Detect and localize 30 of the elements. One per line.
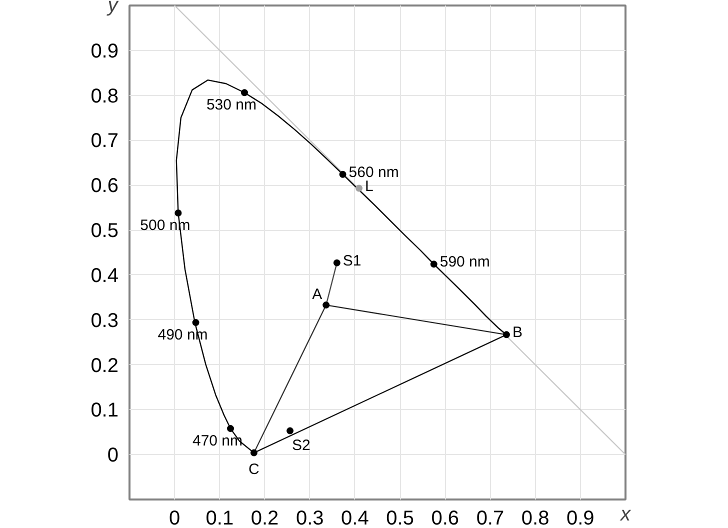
y-tick-label: 0.7 <box>90 130 119 152</box>
y-tick-label: 0.1 <box>90 400 119 422</box>
y-tick-label: 0.6 <box>90 175 119 198</box>
x-tick-label: 0.6 <box>431 508 460 528</box>
y-tick-label: 0.8 <box>90 85 119 108</box>
annotation: B <box>512 324 522 342</box>
annotation: S2 <box>292 436 310 454</box>
y-tick-label: 0.2 <box>90 354 119 377</box>
y-tick-label: 0.3 <box>90 310 119 332</box>
annotation: 590 nm <box>440 254 490 271</box>
x-tick-label: 0.2 <box>250 508 279 528</box>
x-axis-title: x <box>620 504 632 526</box>
y-tick-label: 0.4 <box>90 264 119 287</box>
annotation: 470 nm <box>192 432 243 450</box>
x-tick-label: 0 <box>169 508 180 528</box>
x-tick-label: 0.7 <box>476 508 504 528</box>
y-tick-label: 0.9 <box>90 40 119 62</box>
x-tick-label: 0.1 <box>206 508 234 528</box>
y-axis-title: y <box>106 0 119 16</box>
annotation: A <box>312 286 322 304</box>
x-tick-label: 0.8 <box>521 508 550 528</box>
x-tick-label: 0.3 <box>296 508 324 528</box>
annotation: C <box>248 460 260 478</box>
y-tick-label: 0.5 <box>90 220 119 242</box>
x-tick-label: 0.4 <box>341 508 369 528</box>
annotation: 530 nm <box>206 96 256 114</box>
x-tick-label: 0.9 <box>566 508 594 528</box>
annotation: S1 <box>342 252 362 270</box>
y-tick-label: 0 <box>107 444 118 467</box>
x-tick-label: 0.5 <box>386 508 414 528</box>
